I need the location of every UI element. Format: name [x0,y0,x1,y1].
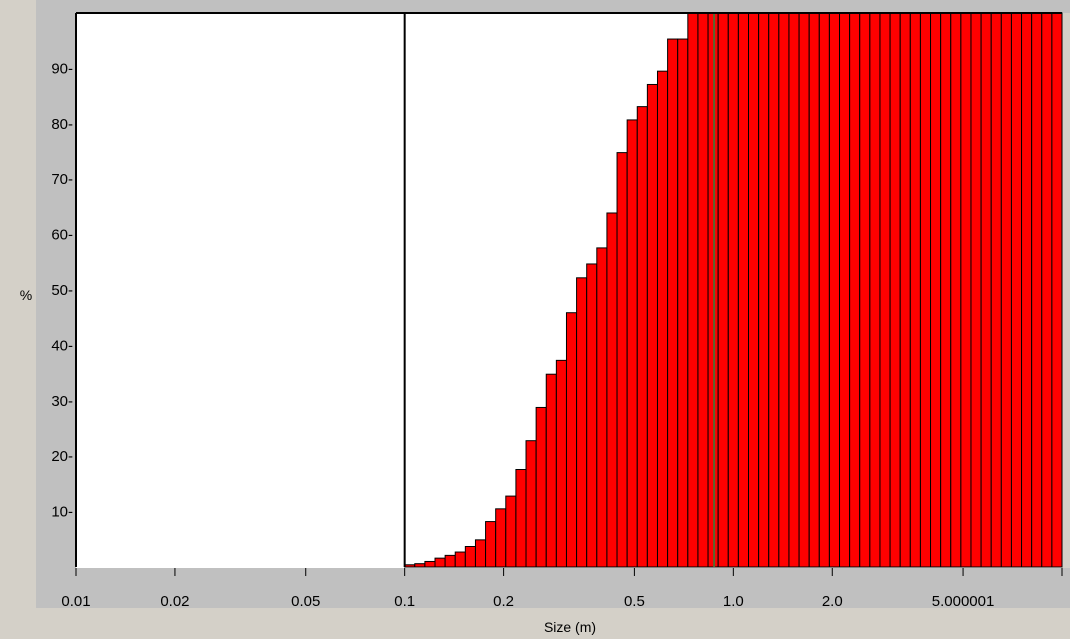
bar [839,12,851,568]
bar [434,557,446,568]
bar [414,563,426,568]
bar [1010,12,1023,568]
bar [485,521,497,568]
bar [849,12,861,568]
bar [717,12,729,568]
bar [656,70,669,568]
bar [495,508,507,568]
bar [1041,12,1053,568]
bar [555,359,567,568]
bar [818,12,830,568]
bar [1031,12,1043,568]
bar [515,469,527,568]
bar [727,12,739,568]
bar [687,12,699,568]
bar [778,12,790,568]
bar [565,312,578,568]
y-tick-label: 40- [51,337,73,354]
y-tick-label: 10- [51,504,73,521]
bar [798,12,810,568]
bar [869,12,881,568]
bar [596,247,608,568]
bar [1000,12,1012,568]
bar [889,12,901,568]
bar [919,12,932,568]
bar [828,12,841,568]
bar [535,406,547,568]
bar [626,119,638,568]
bar [424,560,436,568]
bar [748,12,760,568]
bar [788,12,800,568]
bar [950,12,962,568]
bar [707,12,719,568]
bar [646,83,658,568]
bar [960,12,972,568]
bar [444,554,456,568]
x-tick-label: 0.01 [61,593,90,610]
bar [930,12,942,568]
x-tick-label: 0.5 [624,593,645,610]
plot-frame-top [36,0,1070,13]
bar [505,495,517,568]
bar [808,12,820,568]
bar [576,277,588,568]
y-tick-label: 50- [51,282,73,299]
bar [1021,12,1033,568]
bar [586,263,598,568]
bar [768,12,780,568]
bar [758,12,770,568]
bar [454,551,466,568]
bar [525,440,537,568]
bars-layer [404,12,1063,568]
bar [899,12,911,568]
bar [404,564,416,568]
y-axis-title: % [20,287,32,303]
bar [616,152,628,568]
x-tick-label: 5.000001 [932,593,995,610]
bar [667,38,679,568]
x-axis-ticks: 0.01 0.02 0.05 0.1 0.2 0.5 1.0 2.0 5.000001 [61,568,1063,610]
x-tick-label: 2.0 [822,593,843,610]
bar [980,12,992,568]
y-tick-label: 20- [51,448,73,465]
bar [545,373,557,568]
marker-lines [403,13,716,567]
y-tick-label: 30- [51,393,73,410]
bar [1051,12,1063,568]
x-tick-label: 0.02 [160,593,189,610]
bar [859,12,871,568]
y-tick-label: 70- [51,171,73,188]
y-tick-label: 80- [51,116,73,133]
bar [879,12,891,568]
bar [909,12,921,568]
bar [990,12,1002,568]
bar [464,546,476,568]
y-axis-ticks: 10- 20- 30- 40- 50- 60- 70- 80- 90- [51,60,73,520]
bar [940,12,952,568]
y-tick-label: 90- [51,60,73,77]
plot-frame-left [36,0,76,568]
bar [737,12,750,568]
x-axis-title: Size (m) [544,619,596,635]
x-tick-label: 0.1 [394,593,415,610]
y-tick-label: 60- [51,227,73,244]
bar [970,12,982,568]
bar [606,212,618,568]
x-tick-label: 0.05 [291,593,320,610]
bar [474,539,487,568]
x-tick-label: 0.2 [493,593,514,610]
bar [677,38,689,568]
bar [636,106,648,568]
bar [697,12,709,568]
plot-frame-bottom [36,568,1070,608]
x-tick-label: 1.0 [723,593,744,610]
